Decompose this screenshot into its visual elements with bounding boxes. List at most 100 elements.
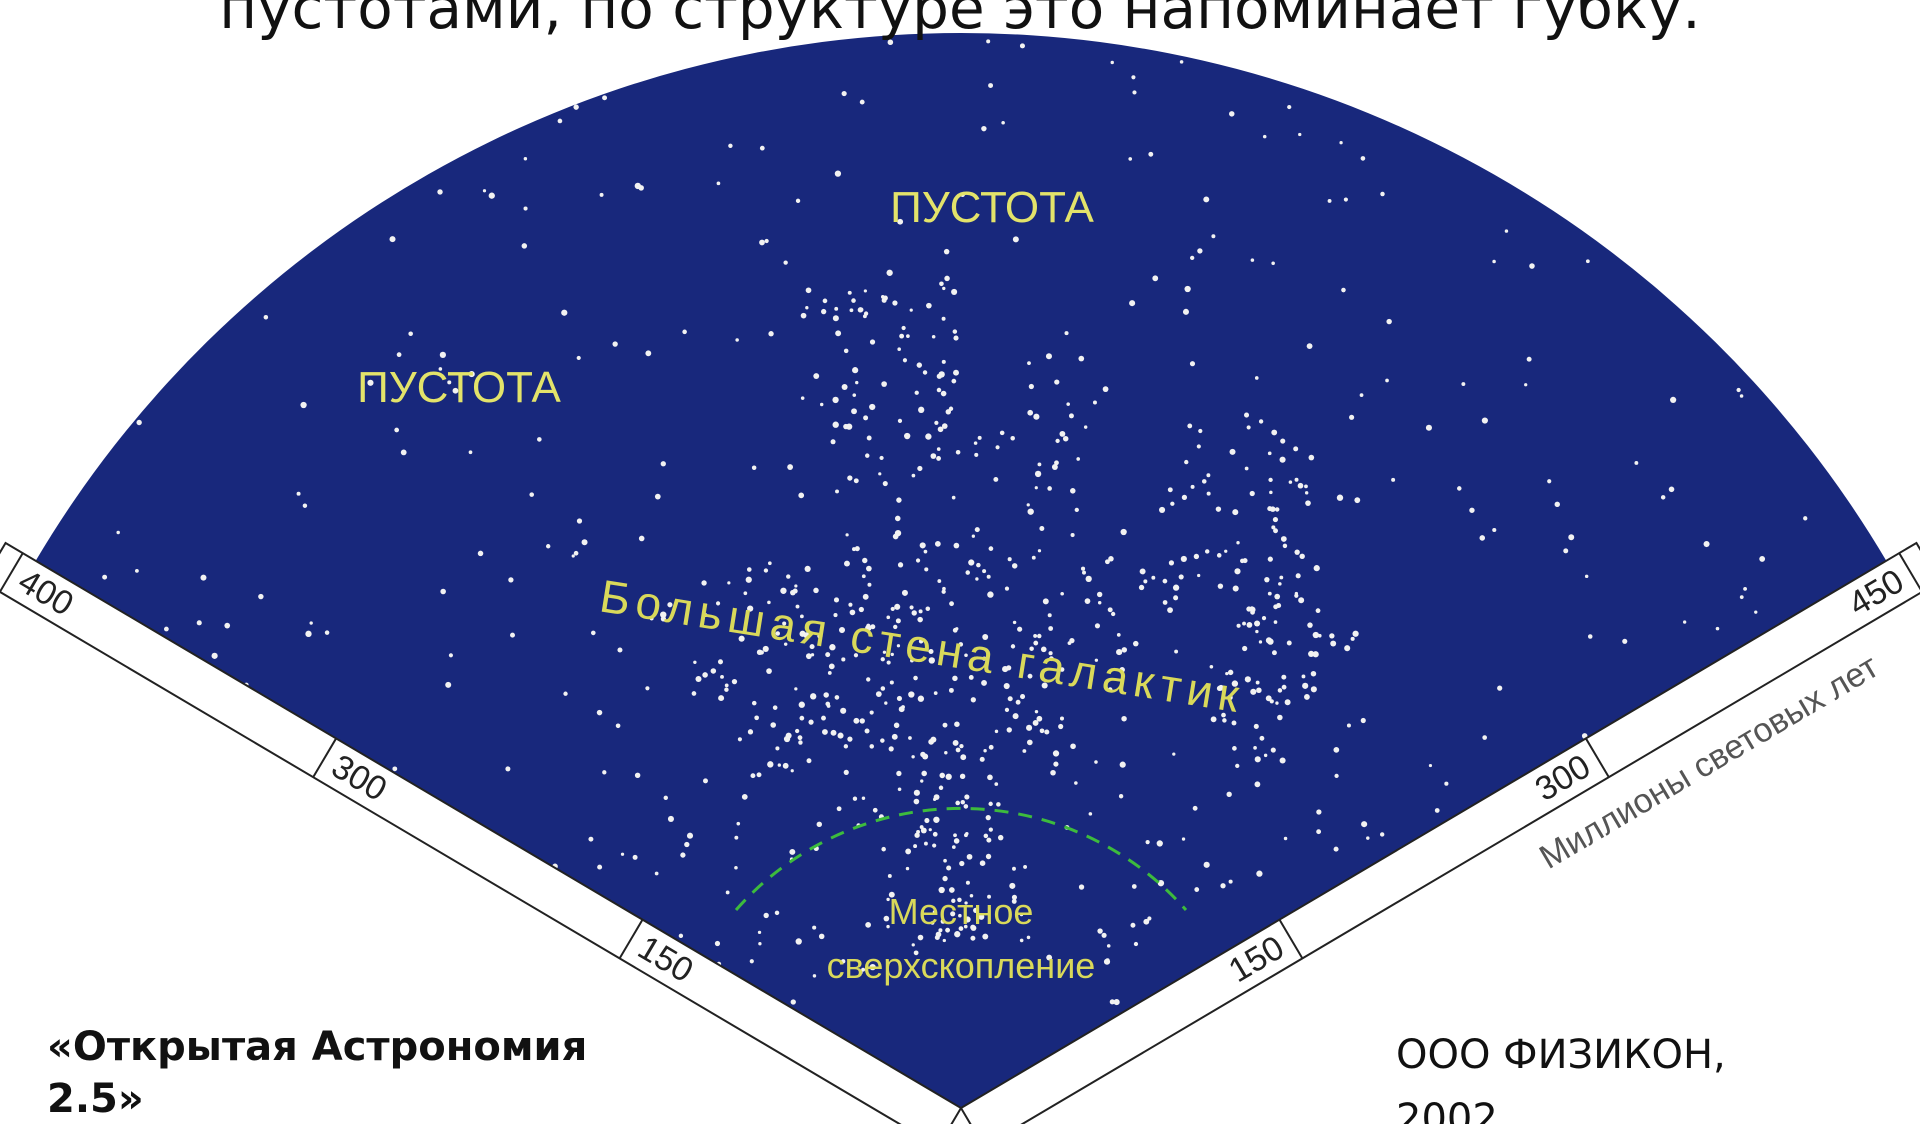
galaxy: [994, 729, 999, 734]
galaxy: [747, 605, 754, 612]
galaxy: [116, 530, 120, 535]
galaxy: [1190, 255, 1195, 261]
galaxy: [1327, 198, 1332, 203]
galaxy: [843, 348, 849, 354]
galaxy: [783, 260, 788, 265]
galaxy: [913, 675, 918, 681]
galaxy: [602, 95, 608, 101]
galaxy: [734, 835, 739, 840]
galaxy: [1279, 757, 1286, 764]
galaxy: [1046, 954, 1053, 961]
galaxy: [392, 766, 398, 772]
galaxy: [1096, 591, 1103, 598]
galaxy: [1428, 763, 1433, 768]
galaxy: [852, 393, 857, 397]
galaxy: [1481, 417, 1488, 424]
galaxy: [645, 350, 652, 357]
galaxy: [924, 567, 929, 572]
galaxy: [1457, 486, 1462, 491]
galaxy: [1244, 412, 1250, 418]
galaxy: [1034, 486, 1038, 490]
galaxy: [1097, 928, 1103, 934]
galaxy: [1119, 761, 1126, 768]
galaxy: [775, 631, 780, 636]
galaxy: [1068, 413, 1074, 419]
galaxy: [682, 329, 687, 335]
galaxy: [1011, 898, 1017, 904]
galaxy: [1250, 258, 1255, 262]
galaxy: [1118, 794, 1124, 799]
galaxy: [880, 657, 885, 662]
galaxy: [852, 796, 858, 801]
galaxy: [960, 799, 965, 805]
galaxy: [1288, 480, 1293, 484]
galaxy: [795, 198, 801, 203]
galaxy: [848, 602, 853, 607]
galaxy: [1269, 490, 1273, 495]
galaxy: [1094, 658, 1099, 662]
galaxy: [1147, 916, 1152, 921]
galaxy: [649, 616, 654, 621]
fan: [35, 32, 1887, 1108]
galaxy: [973, 441, 978, 445]
galaxy: [834, 695, 840, 700]
galaxy: [1111, 611, 1116, 617]
galaxy: [813, 587, 819, 594]
galaxy: [714, 940, 721, 947]
galaxy: [1067, 641, 1072, 646]
galaxy: [964, 916, 971, 923]
galaxy: [597, 864, 603, 870]
galaxy: [1139, 568, 1146, 575]
galaxy: [934, 420, 939, 425]
galaxy: [955, 449, 961, 455]
galaxy: [1116, 633, 1121, 637]
galaxy: [897, 418, 903, 423]
galaxy: [724, 687, 729, 692]
galaxy: [965, 570, 971, 575]
galaxy: [859, 99, 865, 105]
galaxy: [942, 722, 948, 728]
galaxy: [772, 705, 778, 710]
galaxy: [767, 600, 771, 605]
galaxy: [396, 352, 402, 358]
ruler-divider: [312, 737, 337, 778]
galaxy: [981, 680, 987, 686]
galaxy: [1203, 196, 1210, 203]
galaxy: [1259, 735, 1265, 741]
galaxy: [1189, 361, 1196, 367]
galaxy: [1019, 938, 1024, 943]
galaxy: [1271, 525, 1276, 530]
galaxy: [861, 574, 866, 579]
galaxy: [1216, 553, 1222, 558]
galaxy: [911, 473, 916, 478]
galaxy: [1019, 912, 1024, 917]
galaxy: [1273, 528, 1278, 534]
galaxy: [703, 613, 708, 618]
galaxy: [710, 668, 717, 674]
galaxy: [718, 695, 725, 702]
galaxy: [1524, 383, 1528, 387]
galaxy: [1254, 376, 1259, 380]
galaxy: [523, 206, 528, 211]
galaxy: [782, 621, 787, 626]
galaxy: [687, 603, 691, 607]
galaxy: [925, 433, 932, 440]
galaxy: [888, 891, 895, 898]
galaxy: [1298, 132, 1302, 137]
galaxy: [1262, 134, 1267, 139]
galaxy: [1222, 718, 1227, 723]
galaxy: [1267, 556, 1273, 562]
galaxy: [1267, 591, 1272, 596]
galaxy: [1010, 435, 1015, 441]
galaxy: [838, 626, 846, 634]
galaxy: [746, 567, 752, 572]
galaxy: [986, 574, 991, 579]
galaxy: [808, 719, 814, 725]
galaxy: [1343, 197, 1348, 202]
galaxy: [1167, 607, 1173, 613]
galaxy: [305, 630, 312, 638]
galaxy: [1184, 285, 1191, 293]
galaxy: [1088, 812, 1093, 816]
galaxy: [762, 645, 769, 652]
